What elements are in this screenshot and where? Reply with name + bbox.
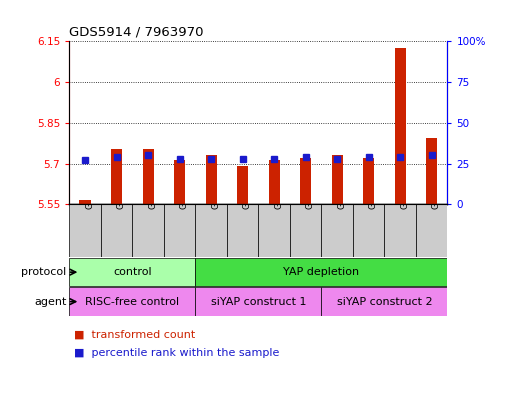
Bar xyxy=(237,166,248,204)
Bar xyxy=(353,204,384,257)
Bar xyxy=(111,149,122,204)
Text: control: control xyxy=(113,267,151,277)
Text: siYAP construct 1: siYAP construct 1 xyxy=(210,297,306,307)
Bar xyxy=(69,204,101,257)
Text: GSM1517972: GSM1517972 xyxy=(243,152,251,209)
Text: GSM1517976: GSM1517976 xyxy=(368,152,378,209)
Bar xyxy=(195,204,227,257)
Text: GSM1517969: GSM1517969 xyxy=(148,152,157,209)
Text: GSM1517970: GSM1517970 xyxy=(180,152,189,209)
Bar xyxy=(384,204,416,257)
Bar xyxy=(394,48,406,204)
Bar xyxy=(69,287,195,316)
Bar xyxy=(268,160,280,204)
Bar xyxy=(258,204,290,257)
Bar xyxy=(164,204,195,257)
Text: GSM1517977: GSM1517977 xyxy=(400,152,409,209)
Text: siYAP construct 2: siYAP construct 2 xyxy=(337,297,432,307)
Bar xyxy=(321,204,353,257)
Text: YAP depletion: YAP depletion xyxy=(283,267,360,277)
Bar xyxy=(80,200,90,204)
Bar xyxy=(321,287,447,316)
Bar xyxy=(174,160,185,204)
Bar xyxy=(195,287,321,316)
Bar xyxy=(227,204,258,257)
Bar xyxy=(331,155,343,204)
Text: agent: agent xyxy=(34,297,67,307)
Bar xyxy=(426,138,437,204)
Text: protocol: protocol xyxy=(22,267,67,277)
Text: GSM1517973: GSM1517973 xyxy=(274,152,283,209)
Bar xyxy=(416,204,447,257)
Text: ■  percentile rank within the sample: ■ percentile rank within the sample xyxy=(74,348,280,358)
Text: GDS5914 / 7963970: GDS5914 / 7963970 xyxy=(69,26,204,39)
Bar xyxy=(195,258,447,286)
Text: GSM1517967: GSM1517967 xyxy=(85,152,94,209)
Text: GSM1517975: GSM1517975 xyxy=(337,152,346,209)
Text: GSM1517971: GSM1517971 xyxy=(211,152,220,209)
Text: GSM1517974: GSM1517974 xyxy=(306,152,314,209)
Bar xyxy=(132,204,164,257)
Text: GSM1517978: GSM1517978 xyxy=(431,152,441,209)
Bar xyxy=(101,204,132,257)
Bar xyxy=(206,155,216,204)
Text: GSM1517968: GSM1517968 xyxy=(116,152,126,209)
Bar xyxy=(290,204,321,257)
Text: RISC-free control: RISC-free control xyxy=(85,297,180,307)
Bar xyxy=(363,158,374,204)
Bar xyxy=(69,258,195,286)
Bar xyxy=(143,149,153,204)
Bar xyxy=(300,158,311,204)
Text: ■  transformed count: ■ transformed count xyxy=(74,330,195,340)
